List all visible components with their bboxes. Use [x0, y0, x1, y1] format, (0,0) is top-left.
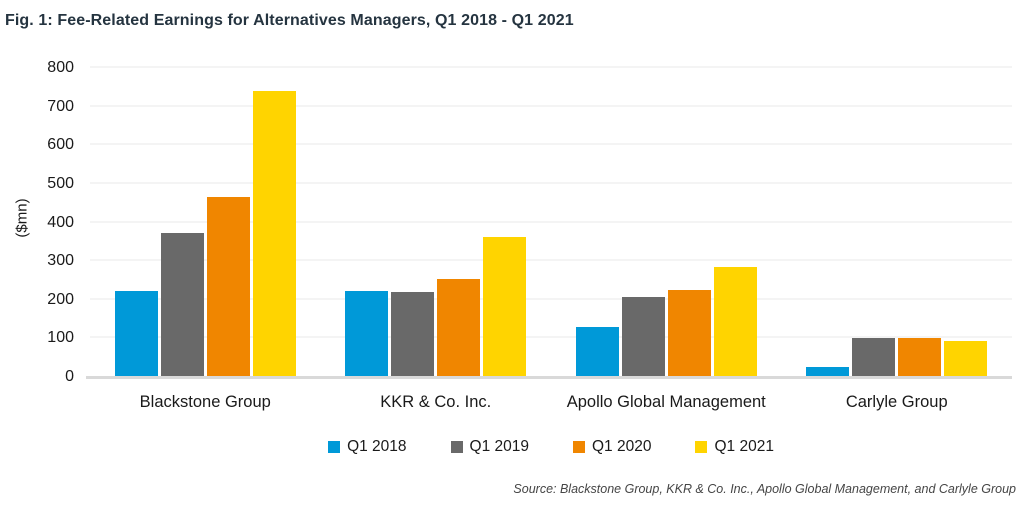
legend: Q1 2018 Q1 2019 Q1 2020 Q1 2021: [90, 438, 1012, 456]
bar-q1-2021-carlyle-group: [944, 341, 988, 377]
legend-swatch-icon-q1-2018: [328, 441, 341, 453]
legend-swatch-icon-q1-2019: [450, 441, 463, 453]
bar-q1-2018-carlyle-group: [806, 366, 850, 377]
bar-q1-2021-blackstone-group: [252, 91, 296, 377]
x-axis-label-blackstone-group: Blackstone Group: [139, 393, 271, 411]
legend-label-q1-2020: Q1 2020: [592, 438, 652, 455]
x-axis-labels: Blackstone Group KKR & Co. Inc. Apollo Glo…: [90, 393, 1012, 412]
plot-area: [86, 66, 1012, 379]
y-tick-label-200: 200: [47, 290, 74, 308]
gridline-300: [90, 259, 1012, 262]
bar-q1-2019-blackstone-group: [160, 232, 204, 377]
y-tick-label-300: 300: [47, 252, 74, 270]
y-tick-label-500: 500: [47, 174, 74, 192]
legend-item-q1-2019: Q1 2019: [450, 438, 529, 456]
gridline-700: [90, 104, 1012, 107]
x-axis-label-apollo-global-management: Apollo Global Management: [566, 393, 766, 411]
legend-item-q1-2020: Q1 2020: [573, 438, 651, 456]
gridline-800: [90, 66, 1012, 68]
x-axis-line: [86, 376, 1012, 379]
bar-group-kkr-co-inc: [321, 68, 552, 377]
bar-q1-2020-blackstone-group: [206, 196, 250, 377]
bar-q1-2021-apollo-global-management: [713, 266, 757, 377]
bar-q1-2018-blackstone-group: [114, 291, 158, 377]
bar-q1-2018-kkr-co-inc: [345, 291, 389, 377]
bar-group-apollo-global-management: [551, 68, 782, 377]
y-tick-label-700: 700: [47, 97, 74, 115]
bar-q1-2019-kkr-co-inc: [391, 291, 435, 377]
y-tick-label-100: 100: [47, 329, 74, 347]
bar-q1-2019-apollo-global-management: [621, 297, 665, 377]
legend-item-q1-2021: Q1 2021: [695, 438, 774, 456]
y-tick-label-400: 400: [47, 213, 74, 231]
gridline-600: [90, 143, 1012, 146]
bar-q1-2020-carlyle-group: [898, 338, 942, 377]
bar-group-blackstone-group: [90, 68, 321, 377]
bar-q1-2020-apollo-global-management: [667, 289, 711, 377]
chart-title: Fig. 1: Fee-Related Earnings for Alterna…: [5, 12, 574, 29]
bar-group-carlyle-group: [782, 68, 1013, 377]
y-tick-label-0: 0: [65, 368, 74, 385]
x-axis-label-carlyle-group: Carlyle Group: [845, 393, 948, 411]
bar-q1-2019-carlyle-group: [852, 338, 896, 377]
gridline-400: [90, 220, 1012, 223]
legend-item-q1-2018: Q1 2018: [328, 438, 407, 456]
source-note: Source: Blackstone Group, KKR & Co. Inc.…: [513, 482, 1016, 496]
legend-swatch-icon-q1-2021: [695, 441, 708, 453]
bar-q1-2018-apollo-global-management: [575, 326, 619, 377]
gridline-200: [90, 297, 1012, 300]
bar-q1-2021-kkr-co-inc: [483, 237, 527, 377]
y-tick-label-600: 600: [47, 136, 74, 154]
x-axis-label-kkr-co-inc: KKR & Co. Inc.: [380, 393, 492, 411]
bar-groups: [90, 68, 1012, 377]
bar-q1-2020-kkr-co-inc: [437, 278, 481, 377]
legend-label-q1-2021: Q1 2021: [714, 438, 774, 455]
gridline-500: [90, 181, 1012, 184]
gridline-100: [90, 336, 1012, 339]
legend-label-q1-2018: Q1 2018: [347, 438, 407, 455]
y-tick-label-800: 800: [47, 59, 74, 76]
legend-swatch-icon-q1-2020: [573, 441, 585, 453]
legend-label-q1-2019: Q1 2019: [469, 438, 529, 455]
y-axis-ticks: 800 700 600 500 400 300 200 100 0: [0, 0, 74, 420]
